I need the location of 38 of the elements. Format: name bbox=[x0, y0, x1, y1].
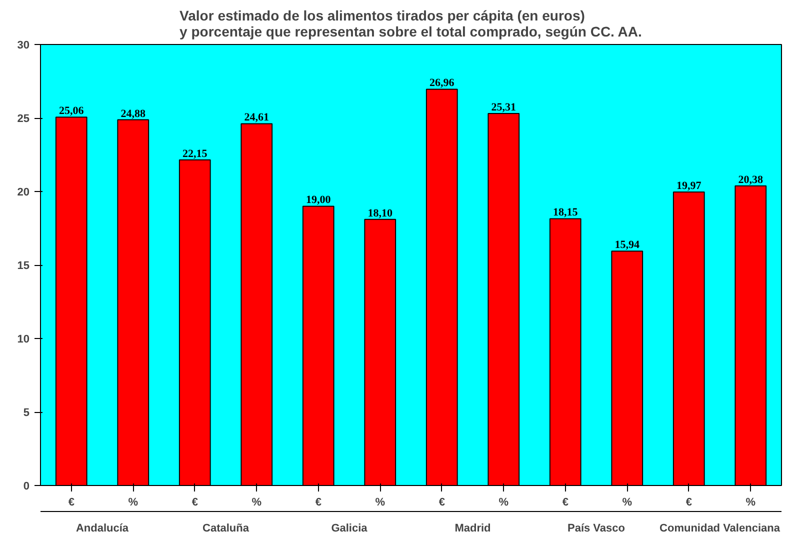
data-label: 24,61 bbox=[244, 112, 269, 124]
data-label: 18,10 bbox=[368, 207, 393, 220]
x-tick-label: % bbox=[128, 496, 138, 508]
x-tick-label: % bbox=[375, 496, 386, 508]
data-label: 24,88 bbox=[120, 108, 146, 120]
data-label: 19,00 bbox=[306, 194, 332, 206]
data-label: 15,94 bbox=[614, 239, 640, 252]
text: Andalucía bbox=[76, 522, 130, 534]
data-label: 26,96 bbox=[430, 77, 455, 90]
data-label: 25,06 bbox=[59, 105, 84, 118]
chart-title: Valor estimado de los alimentos tirados per cápita (en euros) y porcentaje que representan sobre el total comprado, según CC. AA. bbox=[180, 8, 642, 40]
text: Comunidad Valenciana bbox=[660, 522, 781, 534]
y-tick-label: 15 bbox=[17, 260, 30, 272]
x-tick-label: % bbox=[746, 496, 756, 508]
x-tick-label: € bbox=[315, 496, 322, 508]
text: País Vasco bbox=[568, 522, 626, 534]
y-tick-label: 30 bbox=[17, 40, 30, 52]
x-tick-label: € bbox=[562, 496, 568, 508]
text: Madrid bbox=[454, 522, 491, 534]
y-tick-label: 20 bbox=[17, 186, 30, 198]
text: Cataluña bbox=[202, 522, 250, 534]
x-tick-label: € bbox=[68, 496, 74, 508]
data-label: 18,15 bbox=[553, 206, 578, 219]
data-label: 19,97 bbox=[676, 180, 702, 192]
y-tick-label: 10 bbox=[17, 334, 30, 346]
x-tick-label: % bbox=[252, 496, 262, 508]
x-tick-label: € bbox=[192, 496, 198, 508]
x-tick-label: € bbox=[686, 496, 692, 508]
data-label: 20,38 bbox=[738, 174, 764, 186]
x-tick-label: % bbox=[622, 496, 632, 508]
data-label: 22,15 bbox=[182, 148, 208, 160]
x-tick-label: € bbox=[438, 496, 445, 508]
x-tick-label: % bbox=[498, 496, 509, 508]
data-label: 25,31 bbox=[491, 101, 516, 114]
text: Galicia bbox=[331, 522, 368, 534]
y-tick-label: 25 bbox=[17, 113, 30, 125]
y-tick-label: 5 bbox=[23, 407, 30, 419]
y-tick-label: 0 bbox=[23, 480, 30, 492]
